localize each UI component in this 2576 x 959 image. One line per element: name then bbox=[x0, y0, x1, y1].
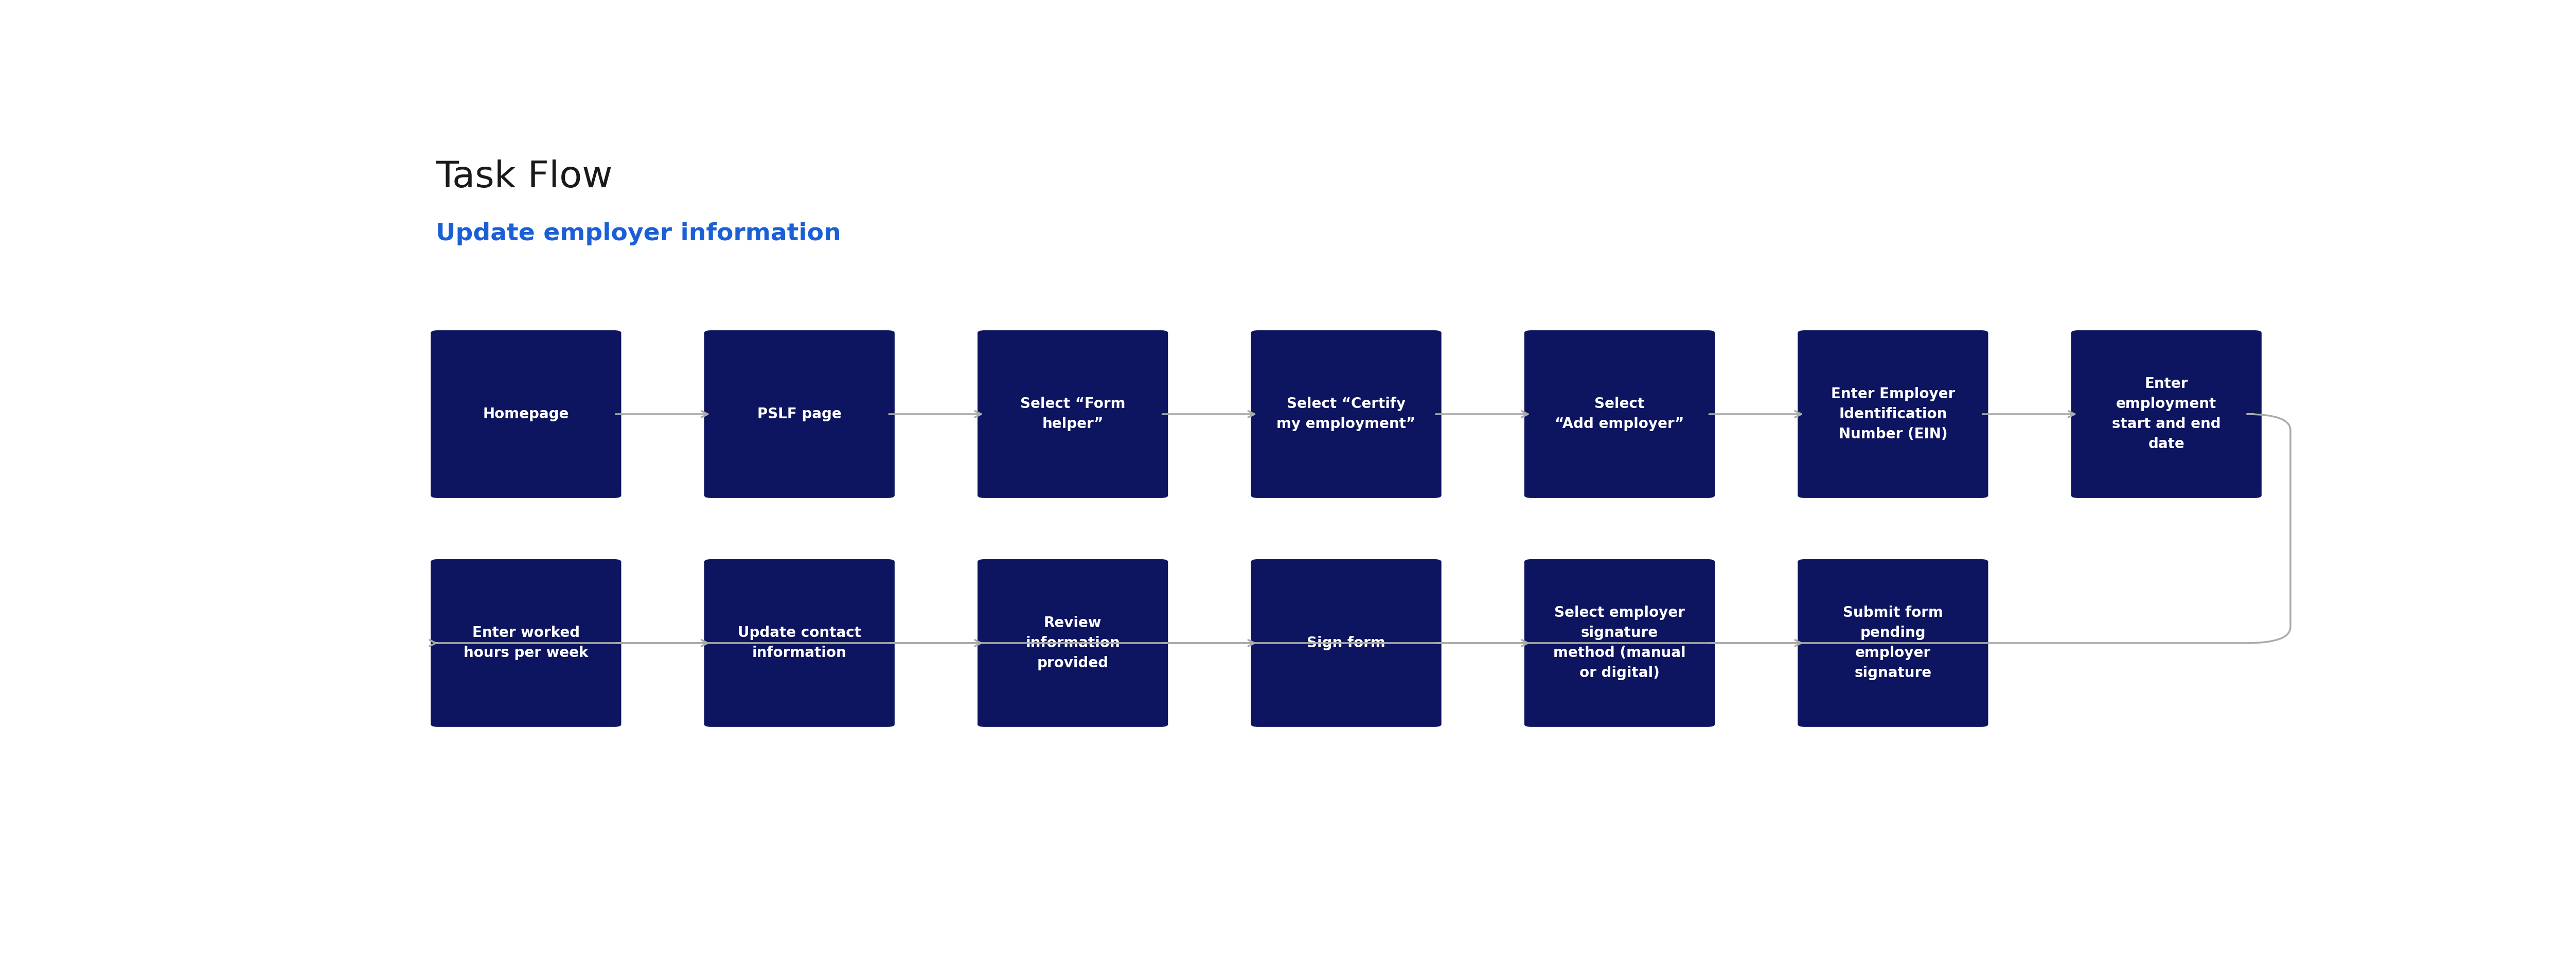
FancyBboxPatch shape bbox=[703, 559, 894, 727]
Text: Enter Employer
Identification
Number (EIN): Enter Employer Identification Number (EI… bbox=[1832, 386, 1955, 441]
Text: Select employer
signature
method (manual
or digital): Select employer signature method (manual… bbox=[1553, 606, 1685, 680]
Text: Homepage: Homepage bbox=[482, 407, 569, 421]
Text: Enter worked
hours per week: Enter worked hours per week bbox=[464, 626, 587, 661]
Text: Update employer information: Update employer information bbox=[435, 222, 842, 246]
FancyBboxPatch shape bbox=[430, 559, 621, 727]
Text: Select
“Add employer”: Select “Add employer” bbox=[1556, 397, 1685, 432]
FancyBboxPatch shape bbox=[430, 330, 621, 498]
Text: Select “Form
helper”: Select “Form helper” bbox=[1020, 397, 1126, 432]
FancyBboxPatch shape bbox=[1252, 330, 1443, 498]
FancyBboxPatch shape bbox=[1525, 559, 1716, 727]
FancyBboxPatch shape bbox=[1252, 559, 1443, 727]
FancyBboxPatch shape bbox=[1798, 330, 1989, 498]
Text: Task Flow: Task Flow bbox=[435, 159, 613, 195]
FancyBboxPatch shape bbox=[2071, 330, 2262, 498]
Text: Select “Certify
my employment”: Select “Certify my employment” bbox=[1278, 397, 1417, 432]
Text: Sign form: Sign form bbox=[1306, 636, 1386, 650]
FancyBboxPatch shape bbox=[703, 330, 894, 498]
FancyBboxPatch shape bbox=[1798, 559, 1989, 727]
Text: Review
information
provided: Review information provided bbox=[1025, 616, 1121, 670]
Text: Update contact
information: Update contact information bbox=[737, 626, 860, 661]
FancyBboxPatch shape bbox=[976, 559, 1167, 727]
FancyBboxPatch shape bbox=[976, 330, 1167, 498]
Text: PSLF page: PSLF page bbox=[757, 407, 842, 421]
Text: Submit form
pending
employer
signature: Submit form pending employer signature bbox=[1842, 606, 1942, 680]
Text: Enter
employment
start and end
date: Enter employment start and end date bbox=[2112, 377, 2221, 452]
FancyBboxPatch shape bbox=[1525, 330, 1716, 498]
